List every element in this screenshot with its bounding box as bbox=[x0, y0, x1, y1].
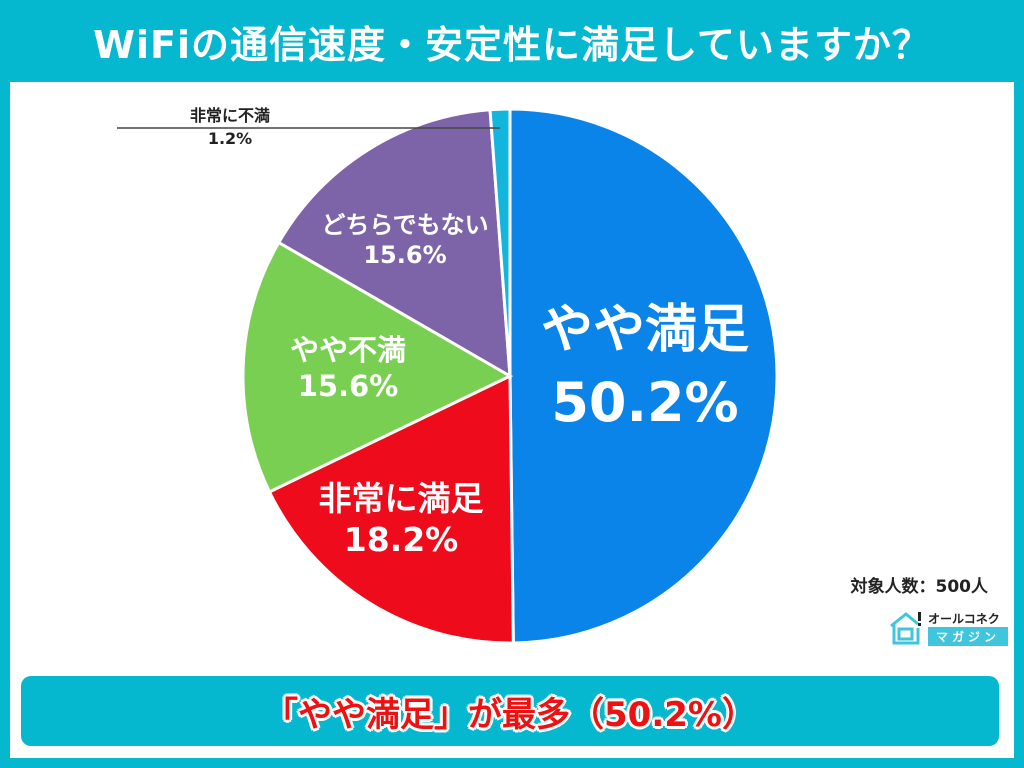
summary-banner: 「やや満足」が最多（50.2%） bbox=[21, 676, 999, 746]
slice-label-very-satisfied: 非常に満足 18.2% bbox=[318, 479, 484, 560]
logo-text-bottom: マガジン bbox=[928, 627, 1008, 646]
brand-logo: オールコネクト マガジン bbox=[888, 608, 1008, 648]
slice-label-somewhat-dissatisfied: やや不満 15.6% bbox=[289, 333, 406, 404]
slice-neutral bbox=[276, 108, 512, 379]
house-icon bbox=[890, 612, 921, 645]
slice-somewhat-dissatisfied bbox=[241, 240, 514, 494]
slice-somewhat-satisfied bbox=[508, 107, 779, 645]
slice-label-very-dissatisfied: 非常に不満 1.2% bbox=[189, 106, 270, 149]
slice-very-satisfied bbox=[267, 373, 515, 645]
sample-size: 対象人数：500人 bbox=[850, 577, 989, 597]
slice-very-dissatisfied bbox=[488, 107, 512, 377]
slice-label-neutral: どちらでもない 15.6% bbox=[321, 211, 489, 269]
slice-label-somewhat-satisfied: やや満足 50.2% bbox=[540, 300, 749, 434]
chart-title: WiFiの通信速度・安定性に満足していますか？ bbox=[93, 22, 931, 67]
summary-text: 「やや満足」が最多（50.2%） bbox=[264, 694, 756, 735]
